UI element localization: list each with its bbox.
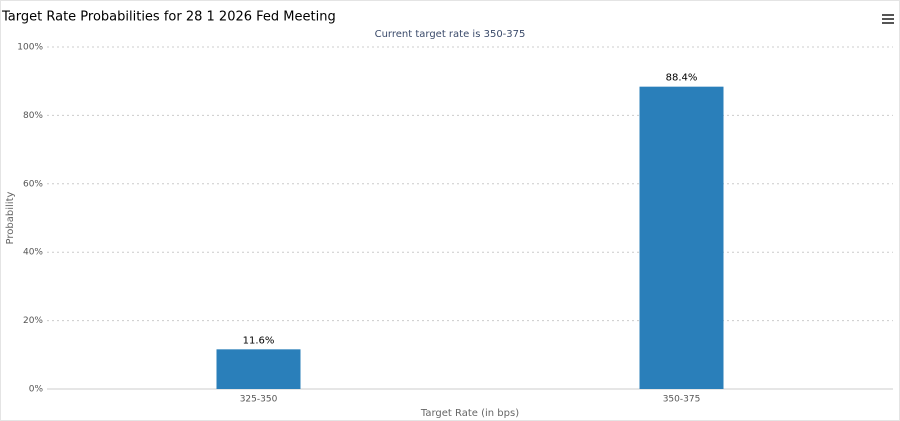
menu-button[interactable]: [882, 14, 894, 24]
value-label: 11.6%: [243, 335, 275, 346]
y-tick-label: 0%: [29, 385, 44, 395]
y-tick-label: 60%: [23, 179, 43, 189]
bar: [216, 349, 301, 389]
bar: [639, 86, 724, 389]
y-tick-label: 80%: [23, 111, 43, 121]
menu-bar: [882, 14, 894, 16]
x-axis-title: Target Rate (in bps): [420, 408, 519, 419]
menu-bar: [882, 18, 894, 20]
x-tick-label: 325-350: [240, 395, 278, 405]
y-tick-label: 40%: [23, 248, 43, 258]
menu-bar: [882, 22, 894, 24]
y-axis-title: Probability: [5, 191, 16, 244]
value-label: 88.4%: [666, 73, 698, 84]
y-tick-label: 20%: [23, 316, 43, 326]
chart-title: Target Rate Probabilities for 28 1 2026 …: [1, 10, 336, 25]
chart-subtitle: Current target rate is 350-375: [375, 29, 526, 40]
x-tick-label: 350-375: [663, 395, 701, 405]
y-tick-label: 100%: [17, 43, 43, 53]
